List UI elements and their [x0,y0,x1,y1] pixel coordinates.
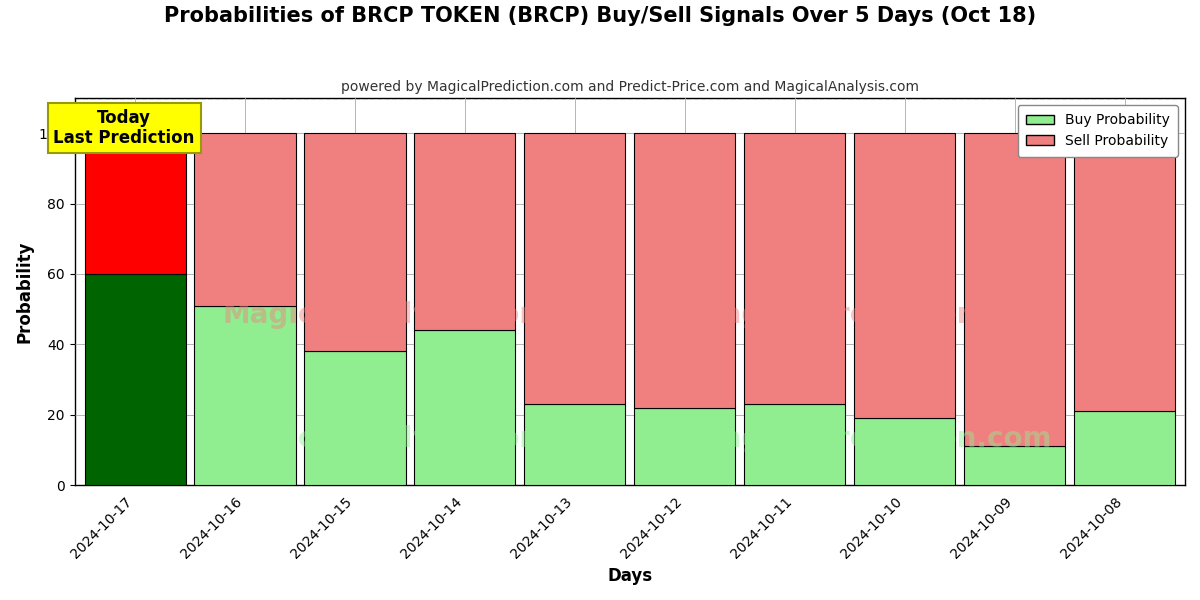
Bar [1074,133,1175,411]
Bar [744,133,845,404]
X-axis label: Days: Days [607,567,653,585]
Bar [964,133,1066,446]
Bar [635,408,736,485]
Bar [524,404,625,485]
Bar [414,330,516,485]
Text: Today
Last Prediction: Today Last Prediction [54,109,194,148]
Bar [84,274,186,485]
Bar [305,352,406,485]
Text: MagicalAnalysis.com: MagicalAnalysis.com [222,425,548,452]
Text: MagicalPrediction.com: MagicalPrediction.com [696,425,1052,452]
Text: Probabilities of BRCP TOKEN (BRCP) Buy/Sell Signals Over 5 Days (Oct 18): Probabilities of BRCP TOKEN (BRCP) Buy/S… [164,6,1036,26]
Bar [744,404,845,485]
Text: MagicalPrediction.com: MagicalPrediction.com [696,301,1052,329]
Bar [194,305,295,485]
Bar [414,133,516,330]
Bar [854,133,955,418]
Y-axis label: Probability: Probability [16,241,34,343]
Bar [84,133,186,274]
Bar [854,418,955,485]
Bar [964,446,1066,485]
Bar [194,133,295,305]
Legend: Buy Probability, Sell Probability: Buy Probability, Sell Probability [1018,105,1178,157]
Bar [524,133,625,404]
Bar [635,133,736,408]
Bar [305,133,406,352]
Title: powered by MagicalPrediction.com and Predict-Price.com and MagicalAnalysis.com: powered by MagicalPrediction.com and Pre… [341,80,919,94]
Bar [1074,411,1175,485]
Text: MagicalAnalysis.com: MagicalAnalysis.com [222,301,548,329]
